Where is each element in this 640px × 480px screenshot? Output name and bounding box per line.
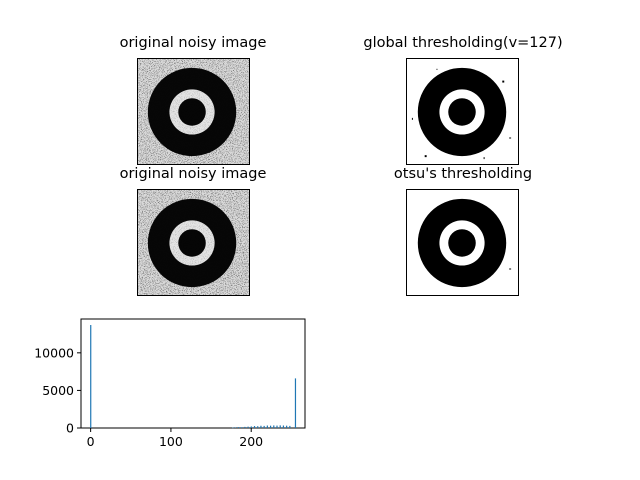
noisy-image-2: [137, 189, 250, 296]
histogram-bar: [269, 425, 272, 428]
histogram-bar: [247, 426, 249, 428]
histogram-bar: [289, 425, 291, 428]
panel-title-global-threshold: global thresholding(v=127): [363, 35, 563, 51]
x-tick-label: 0: [87, 434, 95, 449]
otsu-threshold-image: [406, 189, 519, 296]
y-tick-label: 0: [66, 421, 74, 436]
histogram-bar: [234, 427, 236, 428]
panel-title-otsu: otsu's thresholding: [393, 166, 533, 182]
histogram-bar: [253, 426, 256, 428]
histogram-bar: [282, 425, 285, 428]
histogram-bar: [241, 427, 243, 428]
histogram-bar: [232, 427, 234, 429]
histogram-bar: [276, 425, 278, 428]
y-tick-label: 10000: [34, 345, 74, 360]
histogram-bar: [90, 325, 92, 428]
histogram-bar: [244, 426, 246, 428]
x-tick-label: 100: [159, 434, 183, 449]
panel-title-noisy-2: original noisy image: [119, 166, 267, 182]
histogram-bar: [273, 425, 275, 428]
histogram-bar: [263, 425, 265, 428]
histogram-bar: [237, 427, 240, 428]
noisy-image-1: [137, 58, 250, 165]
histogram-bar: [294, 378, 297, 428]
histogram-frame: [80, 318, 306, 429]
histogram-bar: [266, 425, 268, 428]
histogram-bar: [286, 425, 288, 428]
x-tick-label: 200: [239, 434, 263, 449]
histogram-bar: [250, 426, 252, 428]
y-tick-label: 5000: [42, 383, 74, 398]
histogram-bar: [279, 425, 281, 428]
histogram-bar: [260, 425, 262, 428]
histogram-bar: [257, 426, 259, 428]
panel-title-noisy-1: original noisy image: [119, 35, 267, 51]
global-threshold-image: [406, 58, 519, 165]
